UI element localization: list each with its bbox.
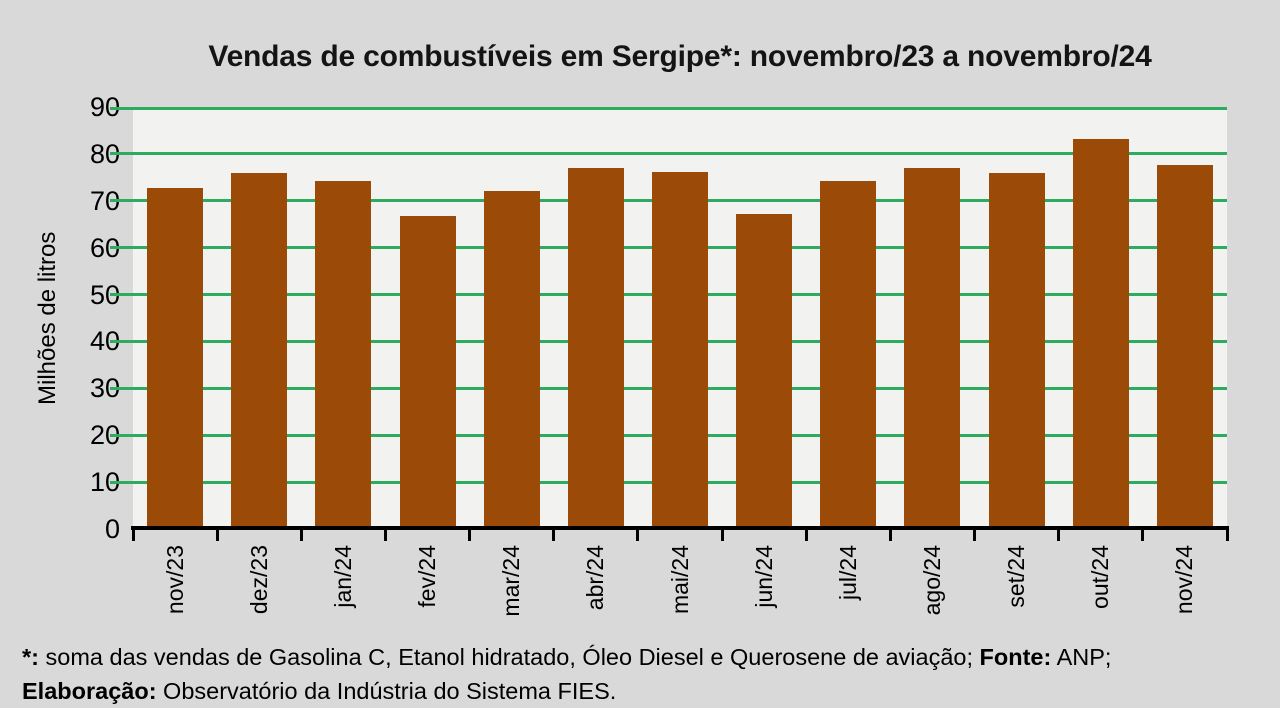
x-axis-tick xyxy=(384,526,387,541)
bar-abr-24 xyxy=(567,167,624,529)
x-axis-tick xyxy=(552,526,556,541)
y-axis-title: Milhões de litros xyxy=(34,231,61,405)
x-tick-label-dez-23: dez/23 xyxy=(245,545,272,615)
bar-jan-24 xyxy=(315,180,372,529)
bottom-margin xyxy=(0,708,1280,720)
x-axis-tick xyxy=(888,526,892,541)
bar-slot-jun-24 xyxy=(722,107,806,529)
x-label-slot: jan/24 xyxy=(301,545,385,637)
x-label-slot: ago/24 xyxy=(890,545,974,637)
bar-jun-24 xyxy=(736,213,793,529)
x-tick-label-nov-24: nov/24 xyxy=(1171,545,1198,615)
bar-slot-mar-24 xyxy=(470,107,554,529)
plot-area xyxy=(110,107,1227,529)
bar-mar-24 xyxy=(483,190,540,529)
bar-mai-24 xyxy=(652,171,709,529)
x-label-slot: mar/24 xyxy=(470,545,554,637)
x-axis-labels: nov/23 dez/23 jan/24 fev/24 mar/24 abr/24 mai/… xyxy=(133,545,1227,637)
x-axis-tick xyxy=(804,526,808,541)
bar-slot-jul-24 xyxy=(806,107,890,529)
gridline-80 xyxy=(110,152,1227,156)
x-tick-label-mar-24: mar/24 xyxy=(498,545,525,617)
bar-slot-out-24 xyxy=(1059,107,1143,529)
bar-slot-abr-24 xyxy=(554,107,638,529)
bar-ago-24 xyxy=(904,167,961,529)
x-axis-line xyxy=(131,526,1227,530)
x-axis-tick xyxy=(1141,526,1145,541)
footnote-fonte-label: Fonte: xyxy=(979,644,1052,670)
x-axis-tick xyxy=(131,526,135,541)
footnote-elaboracao-text: Observatório da Indústria do Sistema FIE… xyxy=(156,678,617,704)
chart-title: Vendas de combustíveis em Sergipe*: nove… xyxy=(208,40,1152,73)
x-tick-label-jan-24: jan/24 xyxy=(329,545,356,608)
x-tick-label-mai-24: mai/24 xyxy=(666,545,693,615)
x-label-slot: jun/24 xyxy=(722,545,806,637)
x-tick-label-nov-23: nov/23 xyxy=(161,545,188,615)
bar-slot-jan-24 xyxy=(301,107,385,529)
x-label-slot: abr/24 xyxy=(554,545,638,637)
x-axis-tick xyxy=(1225,526,1229,541)
x-label-slot: jul/24 xyxy=(806,545,890,637)
x-axis-tick xyxy=(215,526,219,541)
x-label-slot: dez/23 xyxy=(217,545,301,637)
footnote-elaboracao-label: Elaboração: xyxy=(22,678,157,704)
x-tick-label-out-24: out/24 xyxy=(1087,545,1114,609)
footnote-line1-text: soma das vendas de Gasolina C, Etanol hi… xyxy=(38,644,980,670)
x-tick-label-jun-24: jun/24 xyxy=(750,545,777,608)
x-axis-tick xyxy=(636,526,640,541)
bar-nov-24 xyxy=(1156,165,1213,529)
x-axis-tick xyxy=(1057,526,1061,541)
x-ticks xyxy=(131,526,1229,542)
x-label-slot: fev/24 xyxy=(385,545,469,637)
footnote-line-2: Elaboração: Observatório da Indústria do… xyxy=(22,674,1266,708)
bar-slot-set-24 xyxy=(975,107,1059,529)
x-tick-label-set-24: set/24 xyxy=(1003,545,1030,608)
x-axis-tick xyxy=(299,526,303,541)
x-label-slot: out/24 xyxy=(1059,545,1143,637)
footnote-line-1: *: soma das vendas de Gasolina C, Etanol… xyxy=(22,640,1266,674)
x-tick-label-jul-24: jul/24 xyxy=(834,545,861,600)
x-axis-tick xyxy=(973,526,976,541)
x-label-slot: mai/24 xyxy=(638,545,722,637)
x-tick-label-abr-24: abr/24 xyxy=(582,545,609,611)
x-label-slot: nov/23 xyxy=(133,545,217,637)
x-tick-label-ago-24: ago/24 xyxy=(918,545,945,616)
bar-slot-ago-24 xyxy=(890,107,974,529)
gridline-90 xyxy=(110,107,1227,110)
x-label-slot: nov/24 xyxy=(1143,545,1227,637)
x-axis-tick xyxy=(720,526,724,541)
bar-slot-mai-24 xyxy=(638,107,722,529)
bar-jul-24 xyxy=(820,180,877,529)
bar-slot-fev-24 xyxy=(385,107,469,529)
x-label-slot: set/24 xyxy=(975,545,1059,637)
footnote: *: soma das vendas de Gasolina C, Etanol… xyxy=(22,640,1266,708)
bar-slot-nov-23 xyxy=(133,107,217,529)
x-tick-label-fev-24: fev/24 xyxy=(414,545,441,608)
x-axis-tick xyxy=(468,526,472,541)
bar-slot-nov-24 xyxy=(1143,107,1227,529)
bar-out-24 xyxy=(1072,139,1129,529)
bar-fev-24 xyxy=(399,215,456,529)
footnote-star-label: *: xyxy=(22,644,39,670)
footnote-fonte-text: ANP; xyxy=(1051,644,1112,670)
bar-slot-dez-23 xyxy=(217,107,301,529)
bar-nov-23 xyxy=(147,188,204,529)
bars xyxy=(133,107,1227,529)
bar-set-24 xyxy=(988,172,1045,529)
bar-dez-23 xyxy=(231,172,288,529)
